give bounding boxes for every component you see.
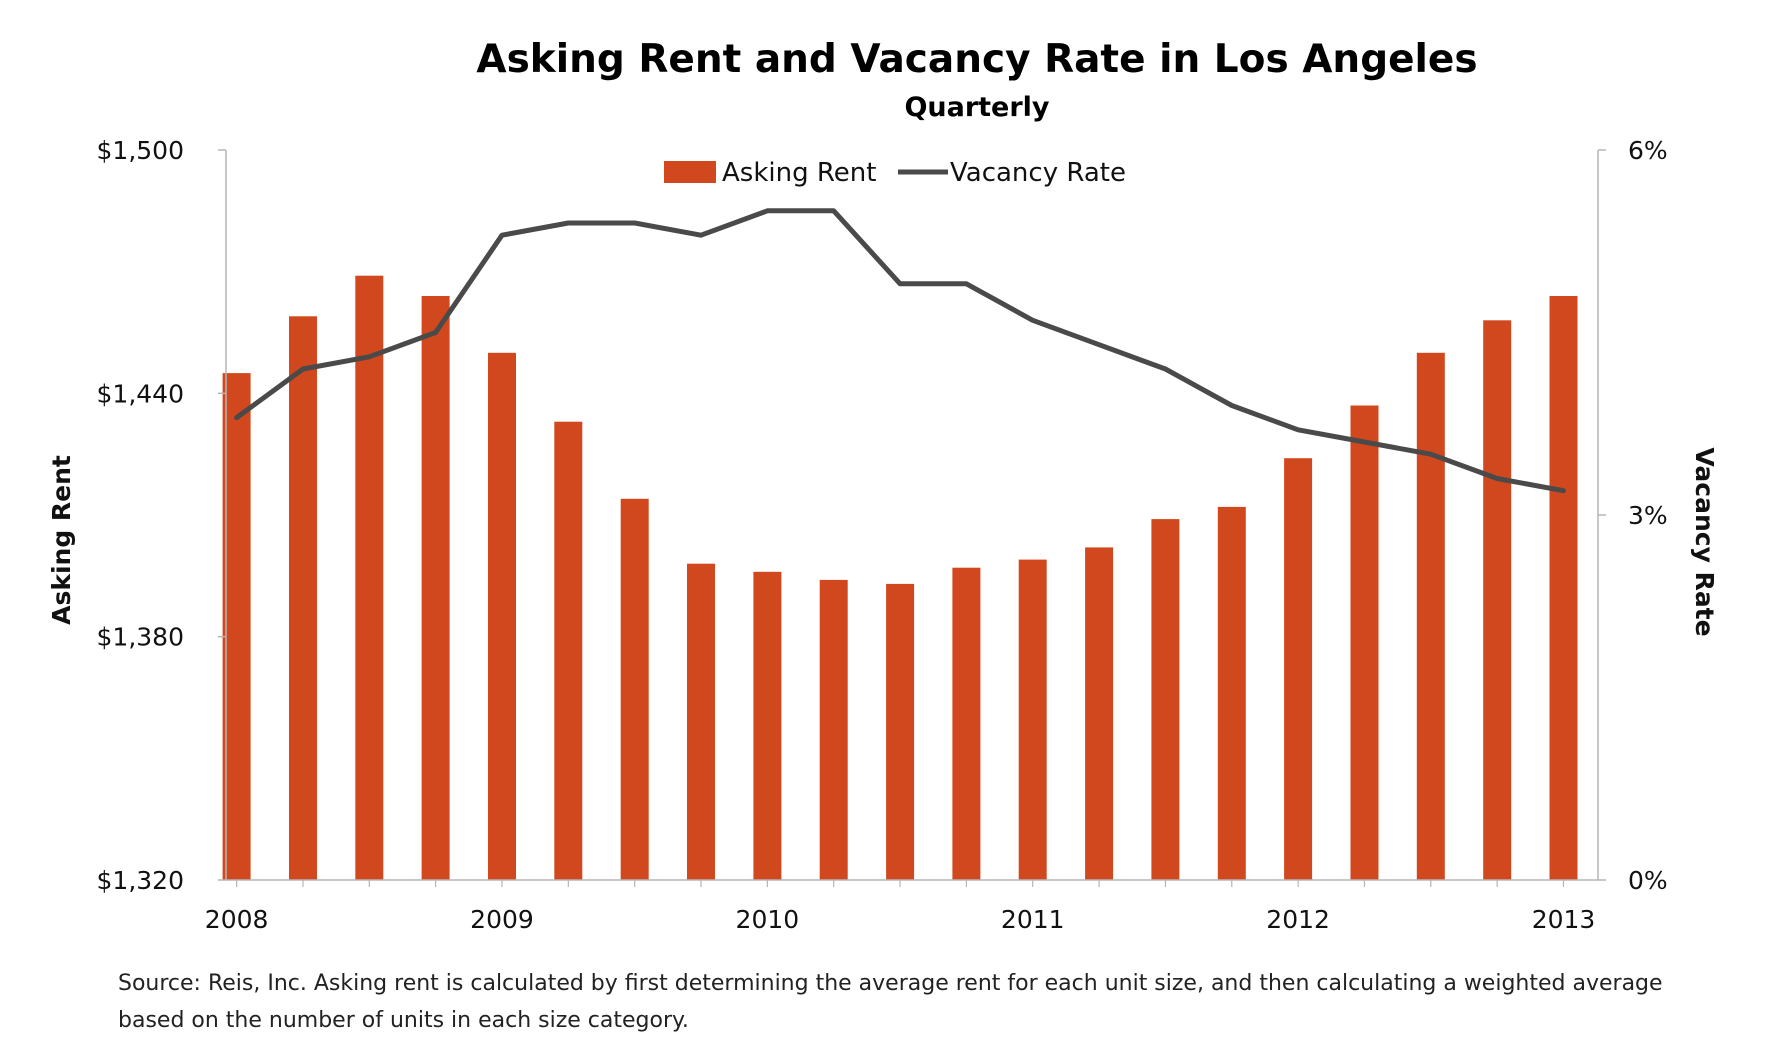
y2-tick-label: 3%	[1628, 501, 1668, 530]
chart-subtitle: Quarterly	[904, 92, 1049, 123]
x-tick-label: 2009	[470, 905, 534, 934]
vacancy-rate-point	[1030, 318, 1035, 323]
vacancy-rate-point	[1097, 342, 1102, 347]
y-tick-label: $1,380	[97, 623, 184, 652]
asking-rent-bar	[952, 567, 981, 880]
x-tick-label: 2008	[205, 905, 269, 934]
asking-rent-bar	[819, 579, 848, 880]
vacancy-rate-point	[301, 367, 305, 371]
y-axis-title: Asking Rent	[47, 455, 76, 625]
asking-rent-bar	[1284, 458, 1313, 880]
vacancy-rate-point	[1229, 403, 1234, 408]
source-note: Source: Reis, Inc. Asking rent is calcul…	[118, 971, 1663, 1033]
asking-rent-bar	[1217, 506, 1246, 880]
asking-rent-bar	[554, 421, 583, 880]
vacancy-rate-point	[566, 221, 571, 225]
vacancy-rate-point	[1296, 427, 1301, 432]
asking-rent-bar	[1350, 405, 1379, 880]
vacancy-rate-point	[1362, 440, 1367, 444]
bars-layer	[222, 275, 1578, 880]
x-tick-label: 2013	[1532, 905, 1596, 934]
asking-rent-bar	[289, 316, 317, 880]
axes-layer: $1,320 $1,380 $1,440 $1,500 0% 3% 6% 2008 2009 20…	[97, 136, 1668, 934]
vacancy-rate-point	[699, 233, 703, 238]
asking-rent-bar	[1085, 547, 1114, 880]
asking-rent-bar	[355, 275, 384, 880]
asking-rent-bar	[488, 352, 516, 880]
asking-rent-bar	[1549, 296, 1578, 880]
vacancy-rate-point	[367, 354, 372, 359]
asking-rent-bar	[1416, 352, 1445, 880]
y2-axis-title: Vacancy Rate	[1690, 447, 1719, 636]
asking-rent-bar	[1151, 519, 1180, 880]
asking-rent-bar	[620, 498, 649, 880]
vacancy-rate-point	[898, 281, 903, 286]
vacancy-rate-point	[765, 208, 770, 213]
vacancy-rate-point	[831, 208, 836, 213]
y-tick-label: $1,440	[97, 379, 184, 408]
vacancy-rate-point	[632, 221, 637, 225]
vacancy-rate-point	[433, 330, 438, 335]
legend: Asking Rent Vacancy Rate	[664, 158, 1126, 188]
vacancy-rate-point	[964, 281, 969, 286]
y-tick-label: $1,320	[97, 866, 184, 895]
vacancy-rate-point	[500, 233, 504, 238]
asking-rent-bar	[687, 563, 715, 880]
x-tick-label: 2012	[1266, 905, 1330, 934]
asking-rent-bar	[1483, 320, 1512, 880]
asking-rent-bar	[1018, 559, 1047, 880]
asking-rent-bar	[753, 571, 782, 880]
legend-asking-rent-label: Asking Rent	[722, 158, 876, 188]
line-layer	[234, 208, 1566, 494]
chart-title: Asking Rent and Vacancy Rate in Los Ange…	[476, 37, 1477, 82]
y-tick-label: $1,500	[97, 136, 184, 165]
vacancy-rate-point	[1561, 488, 1566, 493]
vacancy-rate-point	[1163, 367, 1168, 371]
x-tick-label: 2011	[1001, 905, 1065, 934]
asking-rent-bar	[886, 583, 915, 880]
asking-rent-bar	[421, 296, 450, 880]
y2-tick-label: 6%	[1628, 136, 1668, 165]
legend-asking-rent-swatch	[664, 161, 716, 183]
vacancy-rate-point	[1428, 452, 1433, 457]
vacancy-rate-point	[1495, 476, 1500, 481]
x-tick-label: 2010	[736, 905, 800, 934]
rent-vacancy-chart: Asking Rent and Vacancy Rate in Los Ange…	[47, 37, 1719, 934]
vacancy-rate-point	[234, 415, 239, 420]
y2-tick-label: 0%	[1628, 866, 1668, 895]
legend-vacancy-rate-label: Vacancy Rate	[950, 158, 1126, 188]
asking-rent-bar	[222, 373, 251, 880]
